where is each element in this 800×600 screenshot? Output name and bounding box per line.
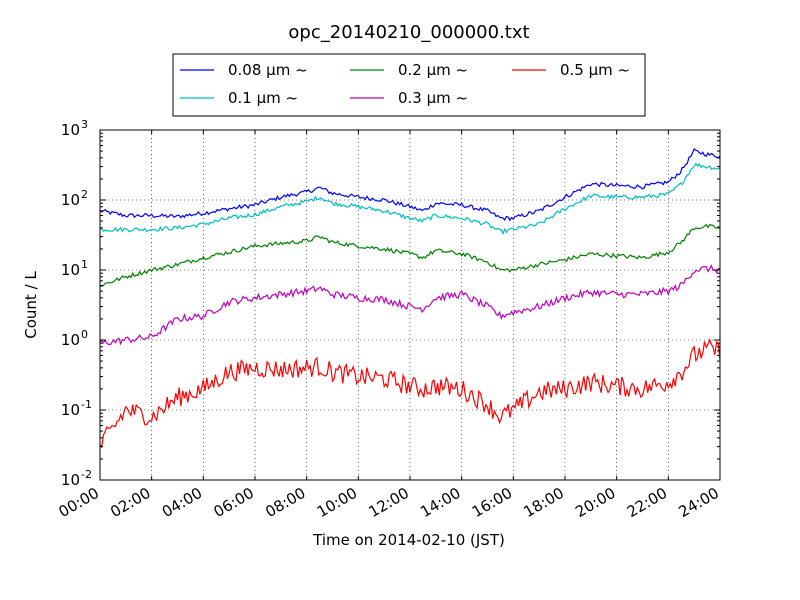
y-tick-exponent: 0 bbox=[81, 328, 88, 341]
y-tick-label: 10 bbox=[61, 331, 80, 349]
legend-label: 0.2 μm ~ bbox=[398, 61, 468, 79]
y-tick-label: 10 bbox=[61, 191, 80, 209]
legend-box bbox=[172, 53, 646, 117]
y-tick-label: 10 bbox=[61, 121, 80, 139]
y-tick-exponent: 3 bbox=[81, 118, 88, 131]
y-tick-exponent: -2 bbox=[81, 468, 92, 481]
legend-label: 0.08 μm ~ bbox=[228, 61, 308, 79]
grid-lines bbox=[100, 130, 720, 480]
legend: 0.08 μm ~ 0.1 μm ~ 0.2 μm ~ 0.3 μm ~ 0.5 μm … bbox=[172, 53, 646, 117]
y-tick-exponent: 2 bbox=[81, 188, 88, 201]
legend-label: 0.3 μm ~ bbox=[398, 89, 468, 107]
series-line bbox=[99, 162, 721, 235]
series-line bbox=[99, 148, 721, 222]
series-line bbox=[99, 338, 721, 449]
x-axis-label: Time on 2014-02-10 (JST) bbox=[312, 531, 505, 549]
series-lines bbox=[99, 148, 721, 449]
series-line bbox=[99, 264, 721, 346]
series-line bbox=[99, 223, 721, 287]
y-tick-label: 10 bbox=[61, 471, 80, 489]
chart-title: opc_20140210_000000.txt bbox=[288, 22, 529, 43]
y-tick-exponent: -1 bbox=[81, 398, 92, 411]
legend-label: 0.5 μm ~ bbox=[560, 61, 630, 79]
y-axis-label: Count / L bbox=[22, 271, 40, 339]
y-tick-exponent: 1 bbox=[81, 258, 88, 271]
y-tick-label: 10 bbox=[61, 261, 80, 279]
y-tick-label: 10 bbox=[61, 401, 80, 419]
legend-label: 0.1 μm ~ bbox=[228, 89, 298, 107]
